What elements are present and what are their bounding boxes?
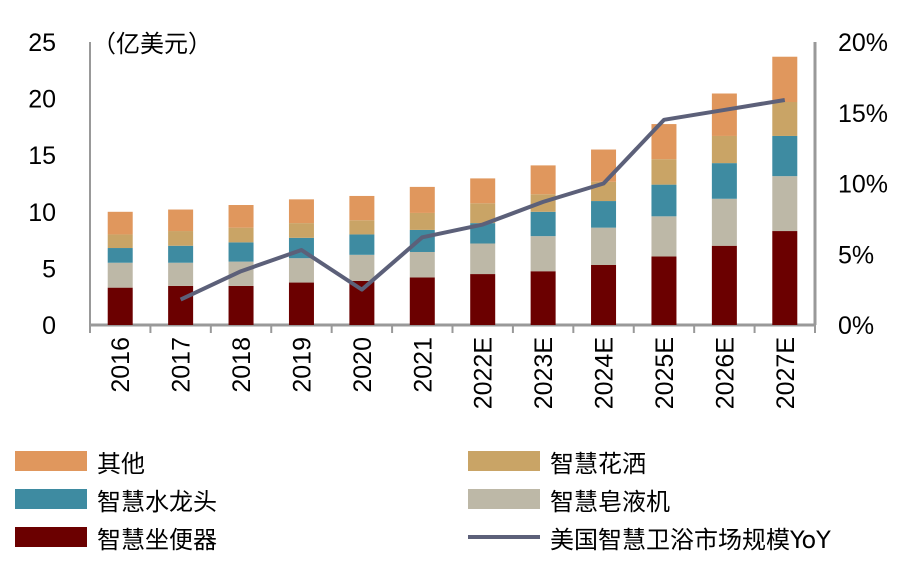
- legend-label: 智慧水龙头: [97, 487, 217, 516]
- bar-segment: [349, 220, 375, 235]
- x-tick-label: 2019: [288, 337, 316, 393]
- bar-segment: [711, 135, 737, 164]
- y-right-tick-label: 20%: [838, 29, 888, 57]
- bar-segment: [711, 163, 737, 199]
- bar-segment: [772, 56, 798, 102]
- bar-segment: [591, 265, 617, 325]
- bar-segment: [772, 101, 798, 136]
- unit-label: （亿美元）: [92, 31, 212, 58]
- stacked-bar-line-chart: 0 5 10 15 20 25 0% 5% 10% 15% 20% （亿美元） 2016 2017 2018…: [28, 29, 888, 409]
- bar-segment: [711, 93, 737, 136]
- legend-label: 其他: [97, 449, 145, 478]
- bar-segment: [349, 195, 375, 221]
- x-tick-label: 2024E: [591, 337, 619, 409]
- bar-segment: [711, 245, 737, 325]
- bar-segment: [711, 198, 737, 246]
- bar-segment: [530, 271, 556, 325]
- bar-segment: [409, 186, 435, 213]
- legend-item: 智慧花洒: [468, 446, 646, 478]
- bar-segment: [772, 135, 798, 177]
- bar-segment: [409, 229, 435, 252]
- y-right-tick-label: 10%: [838, 171, 888, 199]
- bar-segment: [409, 212, 435, 230]
- bar-segment: [228, 242, 254, 262]
- bar-segment: [591, 227, 617, 266]
- x-tick-label: 2017: [168, 337, 196, 393]
- x-tick-label: 2025E: [651, 337, 679, 409]
- x-tick-label: 2023E: [530, 337, 558, 409]
- bar-segment: [168, 209, 194, 232]
- y-left-tick-label: 15: [28, 142, 56, 170]
- bar-segment: [470, 243, 496, 275]
- y-right-tick-label: 0%: [838, 312, 874, 340]
- bar-segment: [651, 216, 677, 257]
- legend-label: 智慧花洒: [550, 449, 646, 478]
- x-tick-label: 2020: [349, 337, 377, 393]
- y-right-tick-label: 5%: [838, 241, 874, 269]
- legend-swatch: [15, 527, 87, 547]
- legend-swatch: [15, 489, 87, 509]
- bar-segment: [349, 254, 375, 281]
- y-left-tick-label: 0: [42, 312, 56, 340]
- bar-segment: [772, 176, 798, 232]
- bar-segment: [168, 245, 194, 263]
- bar-segment: [168, 262, 194, 286]
- x-tick-label: 2021: [409, 337, 437, 393]
- legend-label: 智慧皂液机: [550, 487, 670, 516]
- bar-segment: [530, 211, 556, 237]
- y-left-tick-label: 20: [28, 86, 56, 114]
- legend-item: 智慧坐便器: [15, 522, 217, 554]
- bar-segment: [470, 178, 496, 204]
- bar-segment: [107, 211, 133, 235]
- bar-segment: [409, 251, 435, 278]
- bar-segment: [288, 282, 314, 325]
- bar-segment: [107, 234, 133, 249]
- bar-segment: [168, 231, 194, 246]
- legend-label: 智慧坐便器: [97, 525, 217, 554]
- x-tick-label: 2026E: [711, 337, 739, 409]
- bar-segment: [288, 223, 314, 238]
- bar-segment: [349, 234, 375, 255]
- legend-swatch: [468, 451, 540, 471]
- legend-swatch: [15, 451, 87, 471]
- legend-swatch: [468, 489, 540, 509]
- x-tick-label: 2027E: [772, 337, 800, 409]
- yoy-line: [179, 98, 786, 302]
- legend-item: 智慧皂液机: [468, 484, 670, 516]
- bar-segment: [651, 159, 677, 185]
- x-tick-label: 2016: [107, 337, 135, 393]
- bar-segment: [651, 256, 677, 325]
- bar-segment: [107, 287, 133, 325]
- bar-segment: [288, 199, 314, 224]
- bar-segment: [107, 248, 133, 263]
- x-tick-label: 2022E: [470, 337, 498, 409]
- legend-label: 美国智慧卫浴市场规模YoY: [550, 525, 831, 554]
- y-left-tick-label: 10: [28, 199, 56, 227]
- bar-segment: [409, 277, 435, 325]
- bar-segment: [651, 184, 677, 217]
- bar-segment: [470, 223, 496, 244]
- y-left-tick-label: 5: [42, 255, 56, 283]
- bar-segment: [228, 285, 254, 325]
- bar-segment: [470, 203, 496, 224]
- bar-segment: [470, 274, 496, 325]
- x-tick-label: 2018: [228, 337, 256, 393]
- legend-item: 智慧水龙头: [15, 484, 217, 516]
- bar-segment: [228, 205, 254, 228]
- bar-segment: [107, 262, 133, 288]
- bar-segment: [530, 236, 556, 272]
- bar-segment: [168, 285, 194, 325]
- bar-segment: [591, 201, 617, 228]
- bar-segment: [288, 258, 314, 283]
- legend-item: 美国智慧卫浴市场规模YoY: [468, 522, 831, 554]
- bar-segment: [530, 165, 556, 195]
- legend-item: 其他: [15, 446, 145, 478]
- y-left-tick-label: 25: [28, 29, 56, 57]
- bar-segment: [228, 227, 254, 243]
- y-right-tick-label: 15%: [838, 100, 888, 128]
- legend-swatch: [468, 535, 540, 539]
- bar-segment: [772, 231, 798, 325]
